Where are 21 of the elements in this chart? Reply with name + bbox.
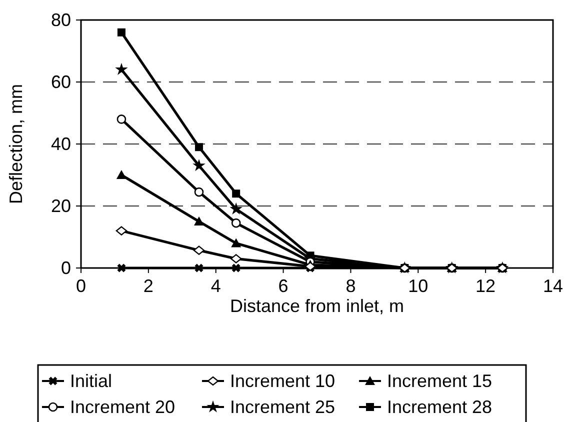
x-axis-title: Distance from inlet, m <box>230 296 404 316</box>
x-tick-label: 6 <box>278 276 288 296</box>
legend-label: Increment 28 <box>387 397 492 417</box>
legend-label: Initial <box>70 371 112 391</box>
x-tick-label: 0 <box>76 276 86 296</box>
y-tick-label: 0 <box>60 258 71 278</box>
y-tick-label: 80 <box>50 10 71 30</box>
x-tick-label: 10 <box>408 276 428 296</box>
legend-label: Increment 15 <box>387 371 492 391</box>
x-tick-label: 8 <box>346 276 356 296</box>
y-axis-title: Deflection, mm <box>6 84 26 204</box>
x-tick-label: 2 <box>143 276 154 296</box>
x-tick-label: 4 <box>210 276 221 296</box>
y-tick-label: 60 <box>50 72 71 92</box>
y-tick-label: 20 <box>50 196 71 216</box>
legend-label: Increment 25 <box>230 397 336 417</box>
legend-label: Increment 20 <box>70 397 176 417</box>
y-tick-label: 40 <box>50 134 71 154</box>
legend-label: Increment 10 <box>230 371 336 391</box>
x-tick-label: 12 <box>476 276 496 296</box>
x-tick-label: 14 <box>542 276 564 296</box>
